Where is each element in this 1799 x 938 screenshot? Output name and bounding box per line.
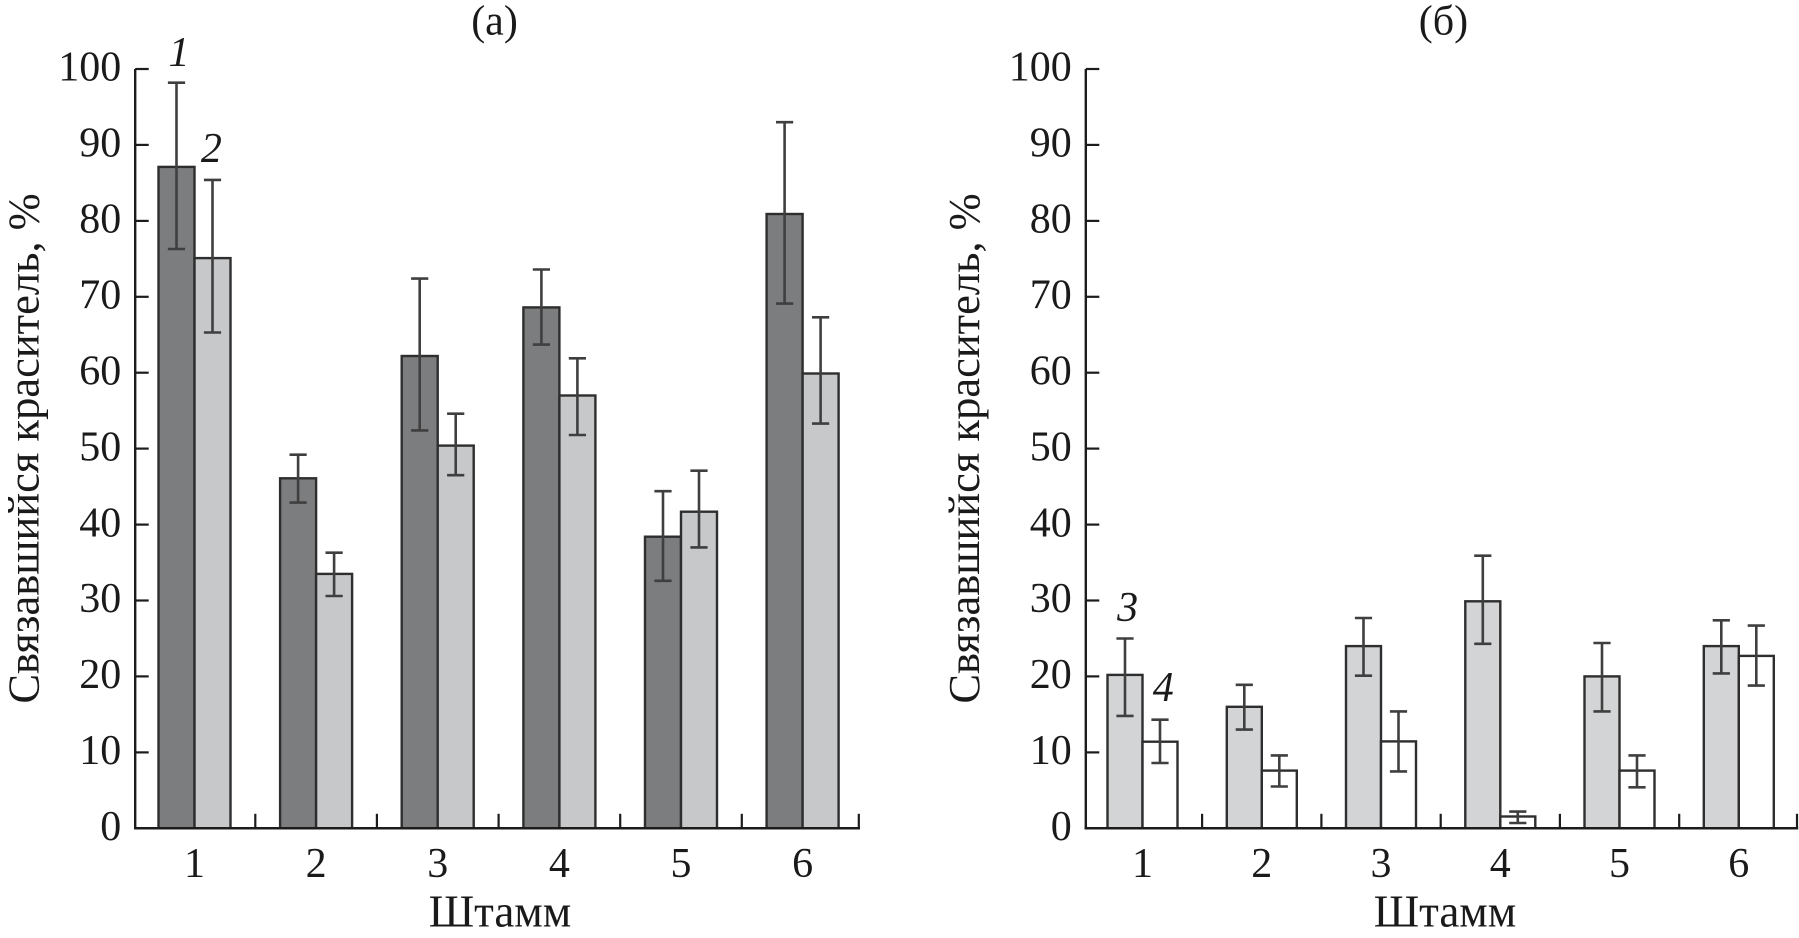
- svg-text:70: 70: [1030, 273, 1072, 319]
- svg-text:2: 2: [306, 841, 327, 887]
- svg-text:20: 20: [1030, 652, 1072, 698]
- svg-text:Штамм: Штамм: [1374, 887, 1517, 937]
- svg-text:5: 5: [1609, 841, 1630, 887]
- svg-text:Связавшийся краситель, %: Связавшийся краситель, %: [939, 193, 989, 703]
- svg-text:70: 70: [79, 273, 121, 319]
- svg-text:6: 6: [792, 841, 813, 887]
- svg-text:4: 4: [1490, 841, 1511, 887]
- svg-text:90: 90: [79, 121, 121, 167]
- svg-text:10: 10: [79, 728, 121, 774]
- svg-text:(а): (а): [471, 0, 518, 45]
- svg-text:3: 3: [1116, 585, 1138, 631]
- svg-text:Штамм: Штамм: [429, 887, 572, 937]
- svg-text:0: 0: [1051, 804, 1072, 850]
- svg-text:50: 50: [1030, 424, 1072, 470]
- svg-text:100: 100: [58, 45, 121, 91]
- svg-text:1: 1: [169, 30, 190, 76]
- svg-text:3: 3: [427, 841, 448, 887]
- svg-text:80: 80: [1030, 197, 1072, 243]
- svg-text:100: 100: [1009, 45, 1072, 91]
- svg-text:60: 60: [79, 348, 121, 394]
- svg-text:80: 80: [79, 197, 121, 243]
- svg-text:4: 4: [1153, 665, 1174, 711]
- svg-text:30: 30: [1030, 576, 1072, 622]
- svg-text:40: 40: [79, 500, 121, 546]
- svg-text:1: 1: [184, 841, 205, 887]
- svg-text:1: 1: [1132, 841, 1153, 887]
- svg-text:0: 0: [100, 804, 121, 850]
- svg-text:4: 4: [549, 841, 570, 887]
- svg-text:30: 30: [79, 576, 121, 622]
- svg-text:3: 3: [1371, 841, 1392, 887]
- svg-text:5: 5: [671, 841, 692, 887]
- svg-text:10: 10: [1030, 728, 1072, 774]
- svg-text:6: 6: [1728, 841, 1749, 887]
- svg-text:(б): (б): [1419, 0, 1468, 45]
- svg-text:20: 20: [79, 652, 121, 698]
- svg-text:2: 2: [201, 126, 222, 172]
- svg-text:60: 60: [1030, 348, 1072, 394]
- svg-text:2: 2: [1251, 841, 1272, 887]
- svg-text:Связавшийся краситель, %: Связавшийся краситель, %: [0, 193, 49, 703]
- svg-text:40: 40: [1030, 500, 1072, 546]
- svg-text:90: 90: [1030, 121, 1072, 167]
- svg-text:50: 50: [79, 424, 121, 470]
